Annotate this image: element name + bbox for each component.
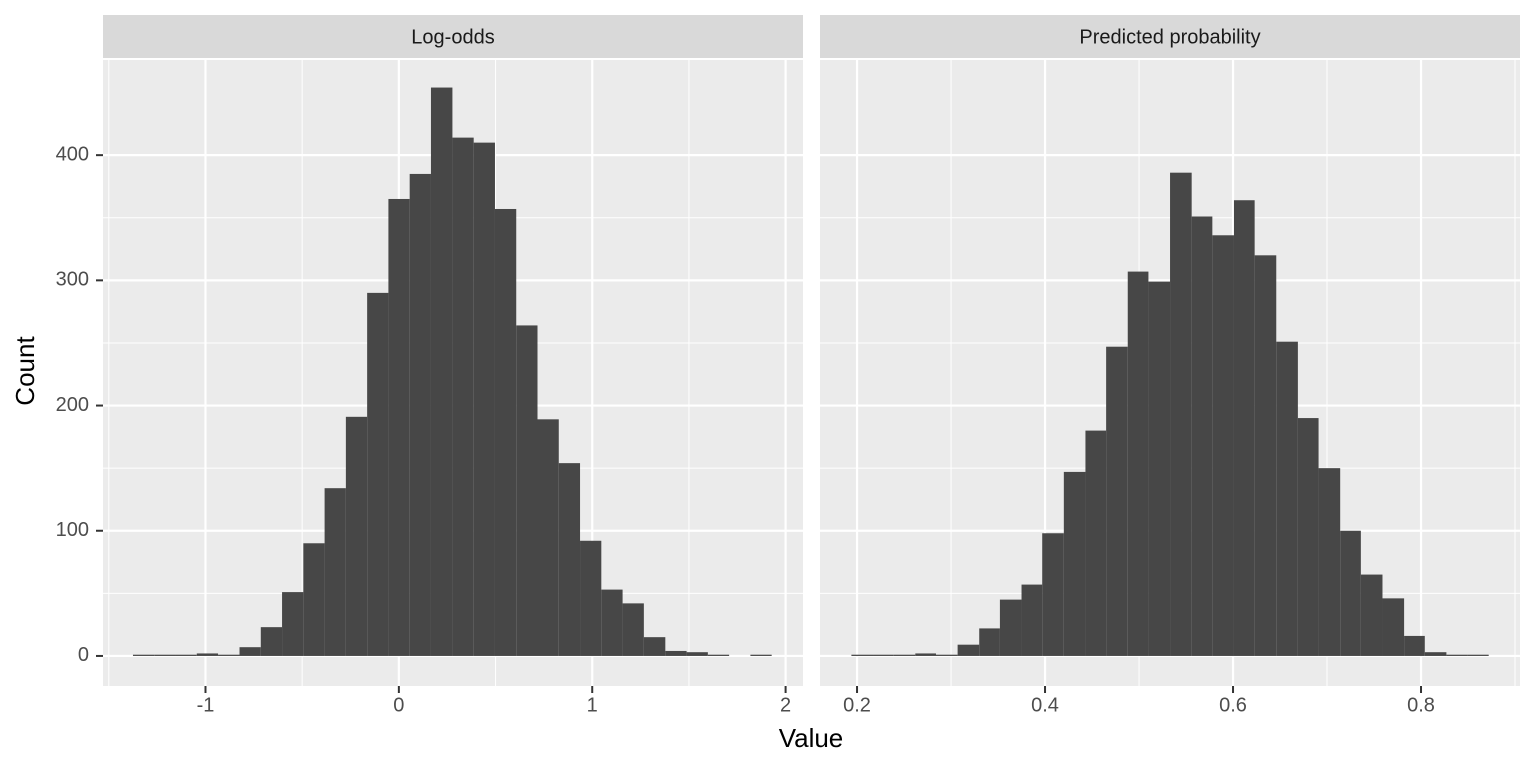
bar xyxy=(979,628,1000,656)
bar xyxy=(1191,216,1213,656)
bar xyxy=(345,416,368,656)
x-tick-label: 0.6 xyxy=(1219,694,1247,716)
bar xyxy=(494,208,517,656)
bar xyxy=(935,654,958,656)
bar xyxy=(1254,255,1277,656)
x-tick-label: 0.2 xyxy=(843,694,871,716)
bar xyxy=(1318,468,1341,656)
y-tick-label: 100 xyxy=(56,519,89,541)
bar xyxy=(1382,598,1405,656)
x-tick-label: 0.4 xyxy=(1031,694,1059,716)
bar xyxy=(452,137,474,656)
bar xyxy=(1063,471,1086,656)
bar xyxy=(1276,341,1298,656)
bar xyxy=(686,652,708,656)
bar xyxy=(1340,530,1361,656)
bar xyxy=(175,654,197,656)
facet-title: Predicted probability xyxy=(1079,26,1260,48)
bar xyxy=(707,654,730,656)
strip xyxy=(103,15,803,58)
bar xyxy=(282,592,304,656)
bar xyxy=(1360,574,1383,656)
bar xyxy=(957,644,980,656)
bar xyxy=(1297,418,1319,656)
bar xyxy=(1042,533,1064,656)
bar xyxy=(1127,271,1149,656)
bar xyxy=(430,87,453,656)
bar xyxy=(154,654,176,656)
y-axis-title: Count xyxy=(10,336,40,406)
bar xyxy=(1446,654,1468,656)
y-tick-label: 300 xyxy=(56,269,89,291)
bar xyxy=(851,654,874,656)
x-tick-label: 1 xyxy=(587,694,598,716)
bar xyxy=(260,627,283,656)
bar xyxy=(1170,172,1192,656)
bar xyxy=(196,653,219,656)
bar xyxy=(1424,652,1447,656)
bar xyxy=(388,198,410,656)
bar xyxy=(1233,200,1255,656)
y-tick-label: 200 xyxy=(56,394,89,416)
bar xyxy=(873,654,894,656)
bar xyxy=(915,653,936,656)
x-tick-label: 0 xyxy=(393,694,404,716)
y-tick-label: 0 xyxy=(78,644,89,666)
bar xyxy=(750,654,772,656)
x-tick-label: 2 xyxy=(780,694,791,716)
bar xyxy=(473,142,495,656)
strip xyxy=(820,15,1520,58)
y-tick-label: 400 xyxy=(56,143,89,165)
bar xyxy=(1148,281,1171,656)
bar xyxy=(558,463,581,656)
bar xyxy=(303,543,325,656)
bar xyxy=(409,173,431,656)
bar xyxy=(1212,235,1234,656)
bar xyxy=(537,419,559,656)
bar xyxy=(132,654,155,656)
bar xyxy=(1404,635,1425,656)
x-axis-title: Value xyxy=(779,723,844,753)
bar xyxy=(1106,346,1128,656)
bar xyxy=(324,488,346,656)
bar xyxy=(999,599,1022,656)
bar xyxy=(1085,430,1107,656)
bar xyxy=(622,603,644,656)
bar xyxy=(665,650,687,656)
bar xyxy=(643,637,666,656)
bar xyxy=(516,325,538,656)
x-tick-label: -1 xyxy=(197,694,215,716)
bar xyxy=(601,589,623,656)
facet-title: Log-odds xyxy=(411,26,494,48)
x-tick-label: 0.8 xyxy=(1407,694,1435,716)
bar xyxy=(367,292,389,656)
bar xyxy=(580,540,602,656)
bar xyxy=(893,654,916,656)
bar xyxy=(1021,584,1043,656)
bar xyxy=(1467,654,1489,656)
bar xyxy=(218,654,240,656)
bar xyxy=(239,647,261,656)
